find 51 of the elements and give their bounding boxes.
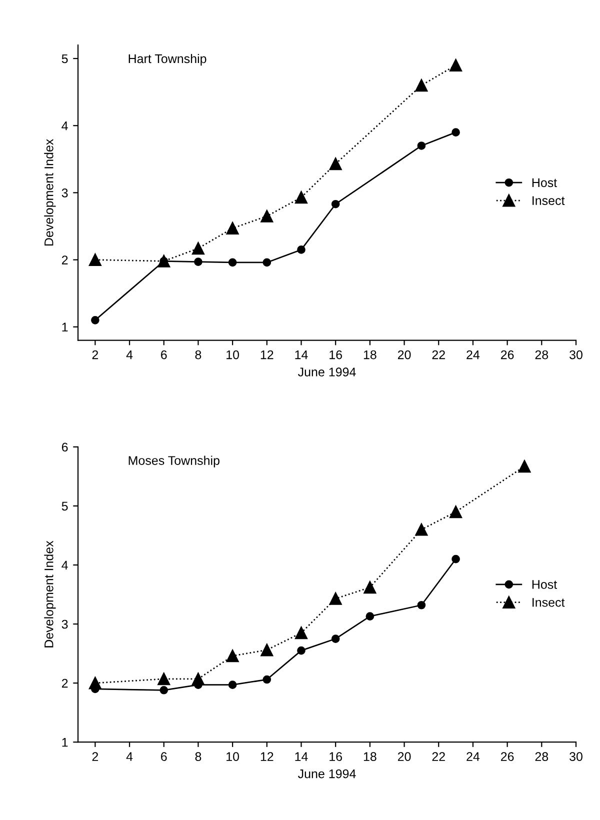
x-tick-label: 12 bbox=[260, 752, 274, 761]
x-tick-label: 4 bbox=[126, 350, 133, 360]
x-tick-label: 26 bbox=[500, 752, 514, 762]
x-tick-label: 22 bbox=[432, 752, 445, 761]
x-tick-label: 16 bbox=[330, 752, 342, 762]
x-tick-label: 4 bbox=[126, 752, 133, 761]
y-tick-label: 5 bbox=[62, 54, 68, 64]
x-tick-label: 20 bbox=[398, 752, 411, 762]
x-tick-label: 10 bbox=[226, 752, 240, 762]
x-tick-label: 20 bbox=[398, 350, 411, 360]
y-tick-label: 2 bbox=[62, 256, 68, 264]
x-axis-title: June 1994 bbox=[298, 368, 356, 376]
x-tick-label: 8 bbox=[195, 752, 202, 762]
y-tick-label: 6 bbox=[62, 442, 68, 452]
legend-label: Host bbox=[532, 178, 558, 188]
x-tick-label: 6 bbox=[161, 752, 167, 762]
x-tick-label: 30 bbox=[570, 350, 582, 360]
x-tick-label: 6 bbox=[161, 350, 167, 360]
legend-label: Insect bbox=[532, 196, 565, 206]
y-axis-title: Development Index bbox=[44, 138, 56, 246]
x-tick-label: 28 bbox=[535, 350, 548, 360]
y-tick-label: 3 bbox=[62, 188, 68, 198]
x-tick-label: 16 bbox=[330, 350, 342, 360]
legend-label: Host bbox=[532, 580, 558, 589]
x-tick-label: 10 bbox=[226, 350, 240, 360]
y-tick-label: 4 bbox=[62, 122, 68, 130]
y-axis-title: Development Index bbox=[44, 540, 56, 648]
x-tick-label: 18 bbox=[364, 350, 376, 360]
x-tick-label: 22 bbox=[432, 350, 445, 360]
x-tick-label: 2 bbox=[92, 752, 98, 761]
x-tick-label: 2 bbox=[92, 350, 98, 360]
y-tick-label: 5 bbox=[62, 502, 68, 511]
x-axis-title: June 1994 bbox=[298, 769, 356, 778]
x-tick-label: 24 bbox=[466, 350, 480, 360]
x-tick-label: 14 bbox=[295, 350, 308, 360]
text: Moses Township bbox=[128, 456, 220, 468]
x-tick-label: 8 bbox=[195, 350, 202, 360]
y-tick-label: 1 bbox=[62, 738, 68, 747]
y-tick-label: 4 bbox=[62, 560, 68, 570]
y-tick-label: 2 bbox=[62, 678, 68, 688]
x-tick-label: 26 bbox=[500, 350, 514, 360]
y-tick-label: 3 bbox=[62, 620, 68, 629]
text: Hart Township bbox=[128, 54, 206, 66]
x-tick-label: 18 bbox=[364, 752, 376, 762]
x-tick-label: 24 bbox=[466, 752, 480, 761]
x-tick-label: 12 bbox=[260, 350, 274, 360]
x-tick-label: 28 bbox=[535, 752, 548, 762]
x-tick-label: 30 bbox=[570, 752, 582, 762]
y-tick-label: 1 bbox=[62, 322, 68, 332]
x-tick-label: 14 bbox=[295, 752, 308, 761]
legend-label: Insect bbox=[532, 598, 565, 607]
